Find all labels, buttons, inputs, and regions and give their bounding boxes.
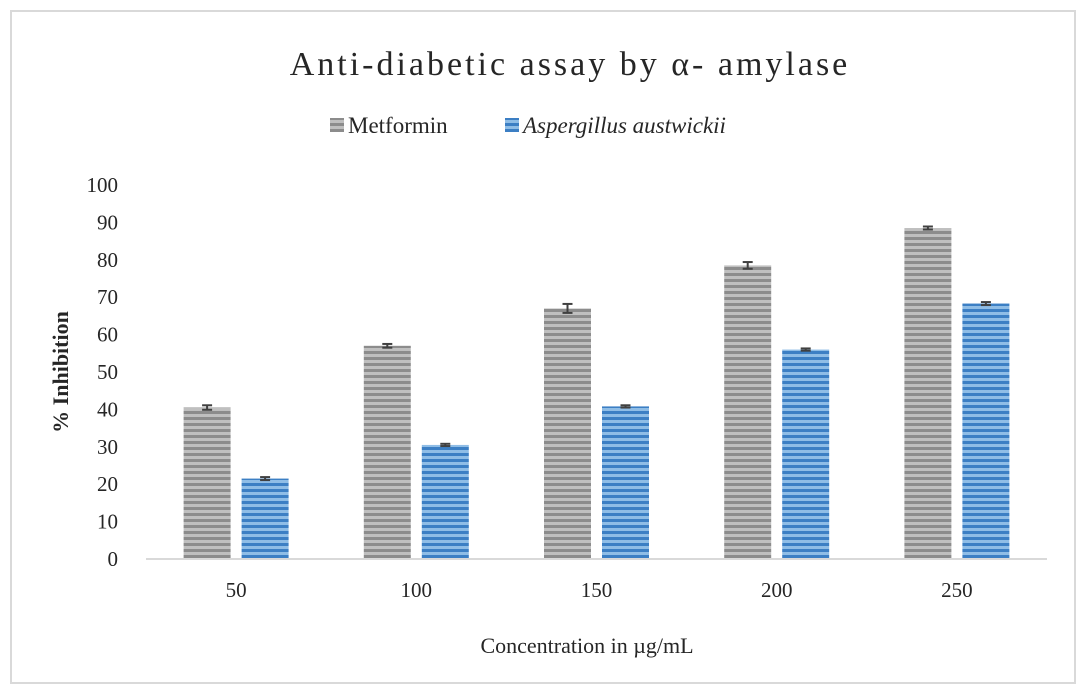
error-bar-metformin-250 bbox=[922, 225, 933, 231]
x-tick-label: 250 bbox=[941, 578, 973, 602]
legend-swatch-metformin bbox=[330, 118, 344, 132]
bar-metformin-50 bbox=[183, 407, 231, 559]
bar-metformin-200 bbox=[724, 265, 772, 559]
y-tick-label: 60 bbox=[97, 323, 118, 347]
bar-aspergillus-50 bbox=[241, 478, 289, 559]
x-tick-label: 100 bbox=[401, 578, 433, 602]
bar-aspergillus-150 bbox=[602, 406, 649, 559]
error-bar-metformin-100 bbox=[382, 342, 393, 349]
bar-aspergillus-250 bbox=[962, 303, 1010, 559]
error-bar-aspergillus-50 bbox=[260, 476, 271, 482]
chart-title: Anti-diabetic assay by α- amylase bbox=[290, 46, 851, 83]
y-tick-label: 50 bbox=[97, 360, 118, 384]
legend: Metformin Aspergillus austwickii bbox=[330, 113, 726, 138]
legend-label-aspergillus: Aspergillus austwickii bbox=[521, 113, 726, 138]
bar-aspergillus-200 bbox=[782, 349, 830, 559]
bar-aspergillus-100 bbox=[421, 444, 469, 559]
y-tick-label: 90 bbox=[97, 210, 118, 234]
x-tick-label: 50 bbox=[226, 578, 247, 602]
y-tick-label: 30 bbox=[97, 435, 118, 459]
y-tick-label: 10 bbox=[97, 510, 118, 534]
error-bar-aspergillus-200 bbox=[800, 347, 811, 352]
bar-metformin-150 bbox=[544, 308, 591, 559]
error-bar-metformin-50 bbox=[202, 404, 213, 411]
y-tick-label: 0 bbox=[108, 547, 119, 571]
x-tick-label: 200 bbox=[761, 578, 793, 602]
y-tick-label: 40 bbox=[97, 397, 118, 421]
y-axis-ticks: 0 10 20 30 40 50 60 70 80 90 100 bbox=[87, 173, 119, 571]
x-axis-ticks: 50 100 150 200 250 bbox=[226, 578, 973, 602]
x-axis-label: Concentration in µg/mL bbox=[480, 633, 693, 658]
y-tick-label: 70 bbox=[97, 285, 118, 309]
y-tick-label: 100 bbox=[87, 173, 119, 197]
bar-metformin-250 bbox=[904, 228, 952, 559]
error-bar-aspergillus-150 bbox=[620, 404, 631, 409]
error-bar-metformin-150 bbox=[562, 302, 573, 314]
chart-frame bbox=[10, 10, 1076, 684]
legend-label-metformin: Metformin bbox=[348, 113, 448, 138]
y-tick-label: 80 bbox=[97, 248, 118, 272]
bars bbox=[183, 225, 1010, 559]
x-tick-label: 150 bbox=[581, 578, 613, 602]
bar-metformin-100 bbox=[363, 345, 411, 559]
error-bar-aspergillus-100 bbox=[440, 442, 451, 448]
legend-swatch-aspergillus bbox=[505, 118, 519, 132]
error-bar-aspergillus-250 bbox=[980, 301, 991, 307]
y-tick-label: 20 bbox=[97, 472, 118, 496]
error-bar-metformin-200 bbox=[742, 261, 753, 270]
y-axis-label: % Inhibition bbox=[48, 311, 73, 433]
